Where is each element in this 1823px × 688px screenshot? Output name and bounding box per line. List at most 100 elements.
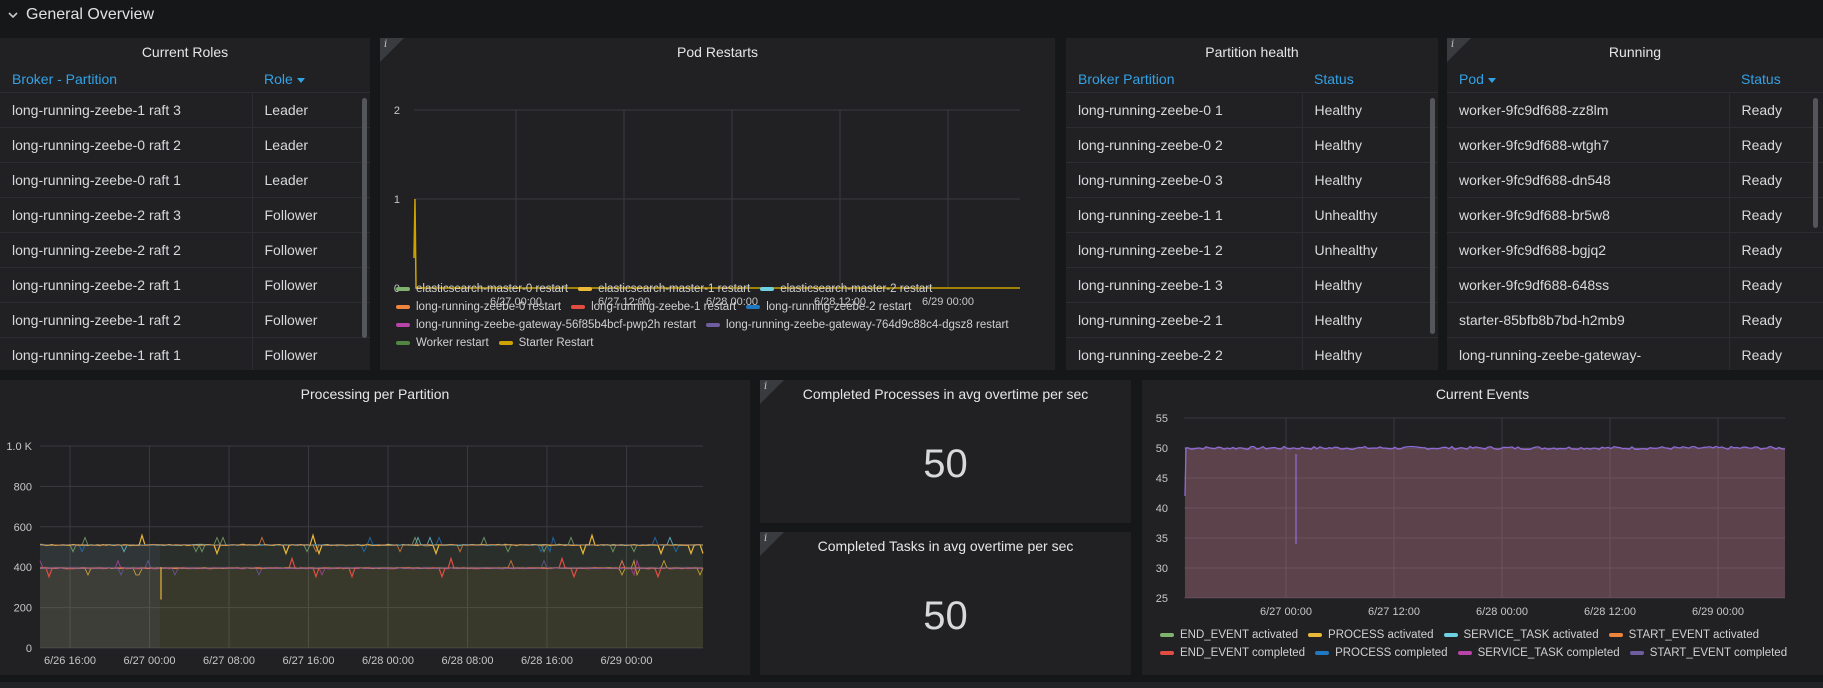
- table-row[interactable]: long-running-zeebe-2 raft 2 Follower: [0, 232, 370, 268]
- table-row[interactable]: long-running-zeebe-1 raft 2 Follower: [0, 302, 370, 338]
- column-header-status[interactable]: Status: [1729, 66, 1823, 93]
- table-row[interactable]: worker-9fc9df688-wtgh7 Ready: [1447, 127, 1823, 163]
- y-tick-label: 35: [1156, 533, 1168, 545]
- scrollbar[interactable]: [1813, 98, 1818, 228]
- table-row[interactable]: long-running-zeebe-1 2 Unhealthy: [1066, 232, 1438, 268]
- partition-health-table: Broker Partition Status long-running-zee…: [1066, 66, 1438, 370]
- legend-item[interactable]: elasticsearch-master-2 restart: [760, 280, 932, 298]
- cell-status: Healthy: [1301, 162, 1438, 198]
- column-header-status[interactable]: Status: [1302, 66, 1438, 93]
- column-header-broker-partition[interactable]: Broker - Partition: [0, 66, 252, 93]
- x-tick-label: 6/26 16:00: [44, 655, 96, 667]
- legend-item[interactable]: SERVICE_TASK completed: [1457, 644, 1620, 662]
- series-upper-partition: [39, 536, 704, 553]
- completed-processes-panel: i Completed Processes in avg overtime pe…: [760, 380, 1131, 523]
- cell-name: worker-9fc9df688-648ss: [1447, 267, 1729, 303]
- table-row[interactable]: long-running-zeebe-gateway- Ready: [1447, 337, 1823, 370]
- table-row[interactable]: long-running-zeebe-0 raft 1 Leader: [0, 162, 370, 198]
- table-row[interactable]: worker-9fc9df688-zz8lm Ready: [1447, 92, 1823, 128]
- scrollbar[interactable]: [1430, 98, 1435, 334]
- info-icon: i: [1451, 39, 1455, 50]
- table-row[interactable]: long-running-zeebe-1 1 Unhealthy: [1066, 197, 1438, 233]
- info-corner[interactable]: i: [760, 532, 784, 556]
- table-row[interactable]: long-running-zeebe-0 3 Healthy: [1066, 162, 1438, 198]
- legend-label: END_EVENT completed: [1180, 647, 1306, 659]
- legend-item[interactable]: long-running-zeebe-2 restart: [746, 298, 911, 316]
- panel-title[interactable]: Current Roles: [141, 44, 229, 60]
- panel-title[interactable]: Processing per Partition: [300, 386, 450, 402]
- legend-swatch: [396, 341, 410, 345]
- panel-title[interactable]: Completed Processes in avg overtime per …: [802, 386, 1089, 402]
- running-table: Pod Status worker-9fc9df688-zz8lm Ready wo…: [1447, 66, 1823, 370]
- table-row[interactable]: long-running-zeebe-2 raft 3 Follower: [0, 197, 370, 233]
- y-tick-label: 800: [14, 481, 32, 493]
- cell-status: Ready: [1728, 302, 1823, 338]
- info-corner[interactable]: i: [1447, 38, 1471, 62]
- cell-name: long-running-zeebe-1 raft 1: [0, 337, 252, 370]
- panel-title[interactable]: Running: [1608, 44, 1662, 60]
- column-header-pod[interactable]: Pod: [1447, 66, 1729, 93]
- table-row[interactable]: worker-9fc9df688-648ss Ready: [1447, 267, 1823, 303]
- table-row[interactable]: long-running-zeebe-1 3 Healthy: [1066, 267, 1438, 303]
- cell-name: long-running-zeebe-0 2: [1066, 127, 1302, 163]
- x-tick-label: 6/27 12:00: [598, 296, 650, 306]
- table-row[interactable]: long-running-zeebe-2 raft 1 Follower: [0, 267, 370, 303]
- legend-item[interactable]: PROCESS completed: [1315, 644, 1448, 662]
- panel-title[interactable]: Completed Tasks in avg overtime per sec: [817, 538, 1074, 554]
- table-row[interactable]: worker-9fc9df688-br5w8 Ready: [1447, 197, 1823, 233]
- scrollbar[interactable]: [362, 98, 367, 338]
- table-row[interactable]: long-running-zeebe-0 raft 2 Leader: [0, 127, 370, 163]
- legend-item[interactable]: long-running-zeebe-gateway-764d9c88c4-dg…: [706, 316, 1009, 334]
- processing-chart[interactable]: 0 200 400 600 800 1.0 K 6/26 16:00 6/27 00:00 6/…: [0, 408, 750, 673]
- table-row[interactable]: long-running-zeebe-0 2 Healthy: [1066, 127, 1438, 163]
- table-row[interactable]: long-running-zeebe-1 raft 1 Follower: [0, 337, 370, 370]
- legend-label: long-running-zeebe-2 restart: [766, 301, 912, 313]
- legend-label: elasticsearch-master-1 restart: [598, 283, 751, 295]
- chevron-down-icon[interactable]: [6, 8, 20, 22]
- table-row[interactable]: long-running-zeebe-2 1 Healthy: [1066, 302, 1438, 338]
- column-header-broker-partition[interactable]: Broker Partition: [1066, 66, 1302, 93]
- table-row[interactable]: starter-85bfb8b7bd-h2mb9 Ready: [1447, 302, 1823, 338]
- legend-label: SERVICE_TASK completed: [1477, 647, 1620, 659]
- legend-label: START_EVENT activated: [1628, 629, 1759, 641]
- legend-item[interactable]: END_EVENT completed: [1160, 644, 1305, 662]
- legend-item[interactable]: elasticsearch-master-0 restart: [396, 280, 568, 298]
- legend-item[interactable]: elasticsearch-master-1 restart: [578, 280, 750, 298]
- legend-item[interactable]: long-running-zeebe-1 restart: [571, 298, 736, 316]
- legend-item[interactable]: SERVICE_TASK activated: [1443, 626, 1599, 644]
- current-roles-table: Broker - Partition Role long-running-zee…: [0, 66, 370, 370]
- panel-title[interactable]: Current Events: [1435, 386, 1530, 402]
- legend-item[interactable]: PROCESS activated: [1308, 626, 1434, 644]
- cell-name: long-running-zeebe-0 3: [1066, 162, 1302, 198]
- pod-restarts-chart[interactable]: 0126/27 00:006/27 12:006/28 00:006/28 12…: [380, 66, 1055, 306]
- current-roles-panel: Current Roles Broker - Partition Role lo…: [0, 38, 370, 370]
- table-row[interactable]: long-running-zeebe-2 2 Healthy: [1066, 337, 1438, 370]
- table-row[interactable]: long-running-zeebe-1 raft 3 Leader: [0, 92, 370, 128]
- cell-name: long-running-zeebe-2 raft 1: [0, 267, 252, 303]
- cell-status: Unhealthy: [1301, 232, 1438, 268]
- table-row[interactable]: worker-9fc9df688-bgjq2 Ready: [1447, 232, 1823, 268]
- info-corner[interactable]: i: [380, 38, 404, 62]
- legend-item[interactable]: Starter Restart: [498, 334, 593, 352]
- column-header-role[interactable]: Role: [252, 66, 370, 93]
- legend-item[interactable]: Worker restart: [396, 334, 489, 352]
- legend-swatch: [760, 287, 775, 291]
- legend-item[interactable]: START_EVENT completed: [1629, 644, 1787, 662]
- legend-item[interactable]: long-running-zeebe-gateway-56f85b4bcf-pw…: [396, 316, 696, 334]
- legend-item[interactable]: START_EVENT activated: [1608, 626, 1759, 644]
- table-row[interactable]: long-running-zeebe-0 1 Healthy: [1066, 92, 1438, 128]
- legend-item[interactable]: END_EVENT activated: [1160, 626, 1298, 644]
- sort-desc-icon: [1487, 77, 1496, 83]
- stat-value: 50: [923, 594, 968, 638]
- x-tick-label: 6/29 00:00: [1692, 606, 1744, 618]
- table-row[interactable]: worker-9fc9df688-dn548 Ready: [1447, 162, 1823, 198]
- row-header[interactable]: General Overview: [0, 0, 1823, 30]
- info-corner[interactable]: i: [760, 380, 784, 404]
- cell-status: Healthy: [1301, 302, 1438, 338]
- panel-title[interactable]: Pod Restarts: [677, 44, 758, 60]
- legend-item[interactable]: long-running-zeebe-0 restart: [396, 298, 561, 316]
- x-tick-label: 6/28 00:00: [362, 655, 414, 667]
- panel-title[interactable]: Partition health: [1205, 44, 1299, 60]
- legend-swatch: [1315, 651, 1330, 655]
- current-events-chart[interactable]: 25 30 35 40 45 50 55 6/27 00:00 6/27 12:00 6/28 0…: [1142, 408, 1823, 638]
